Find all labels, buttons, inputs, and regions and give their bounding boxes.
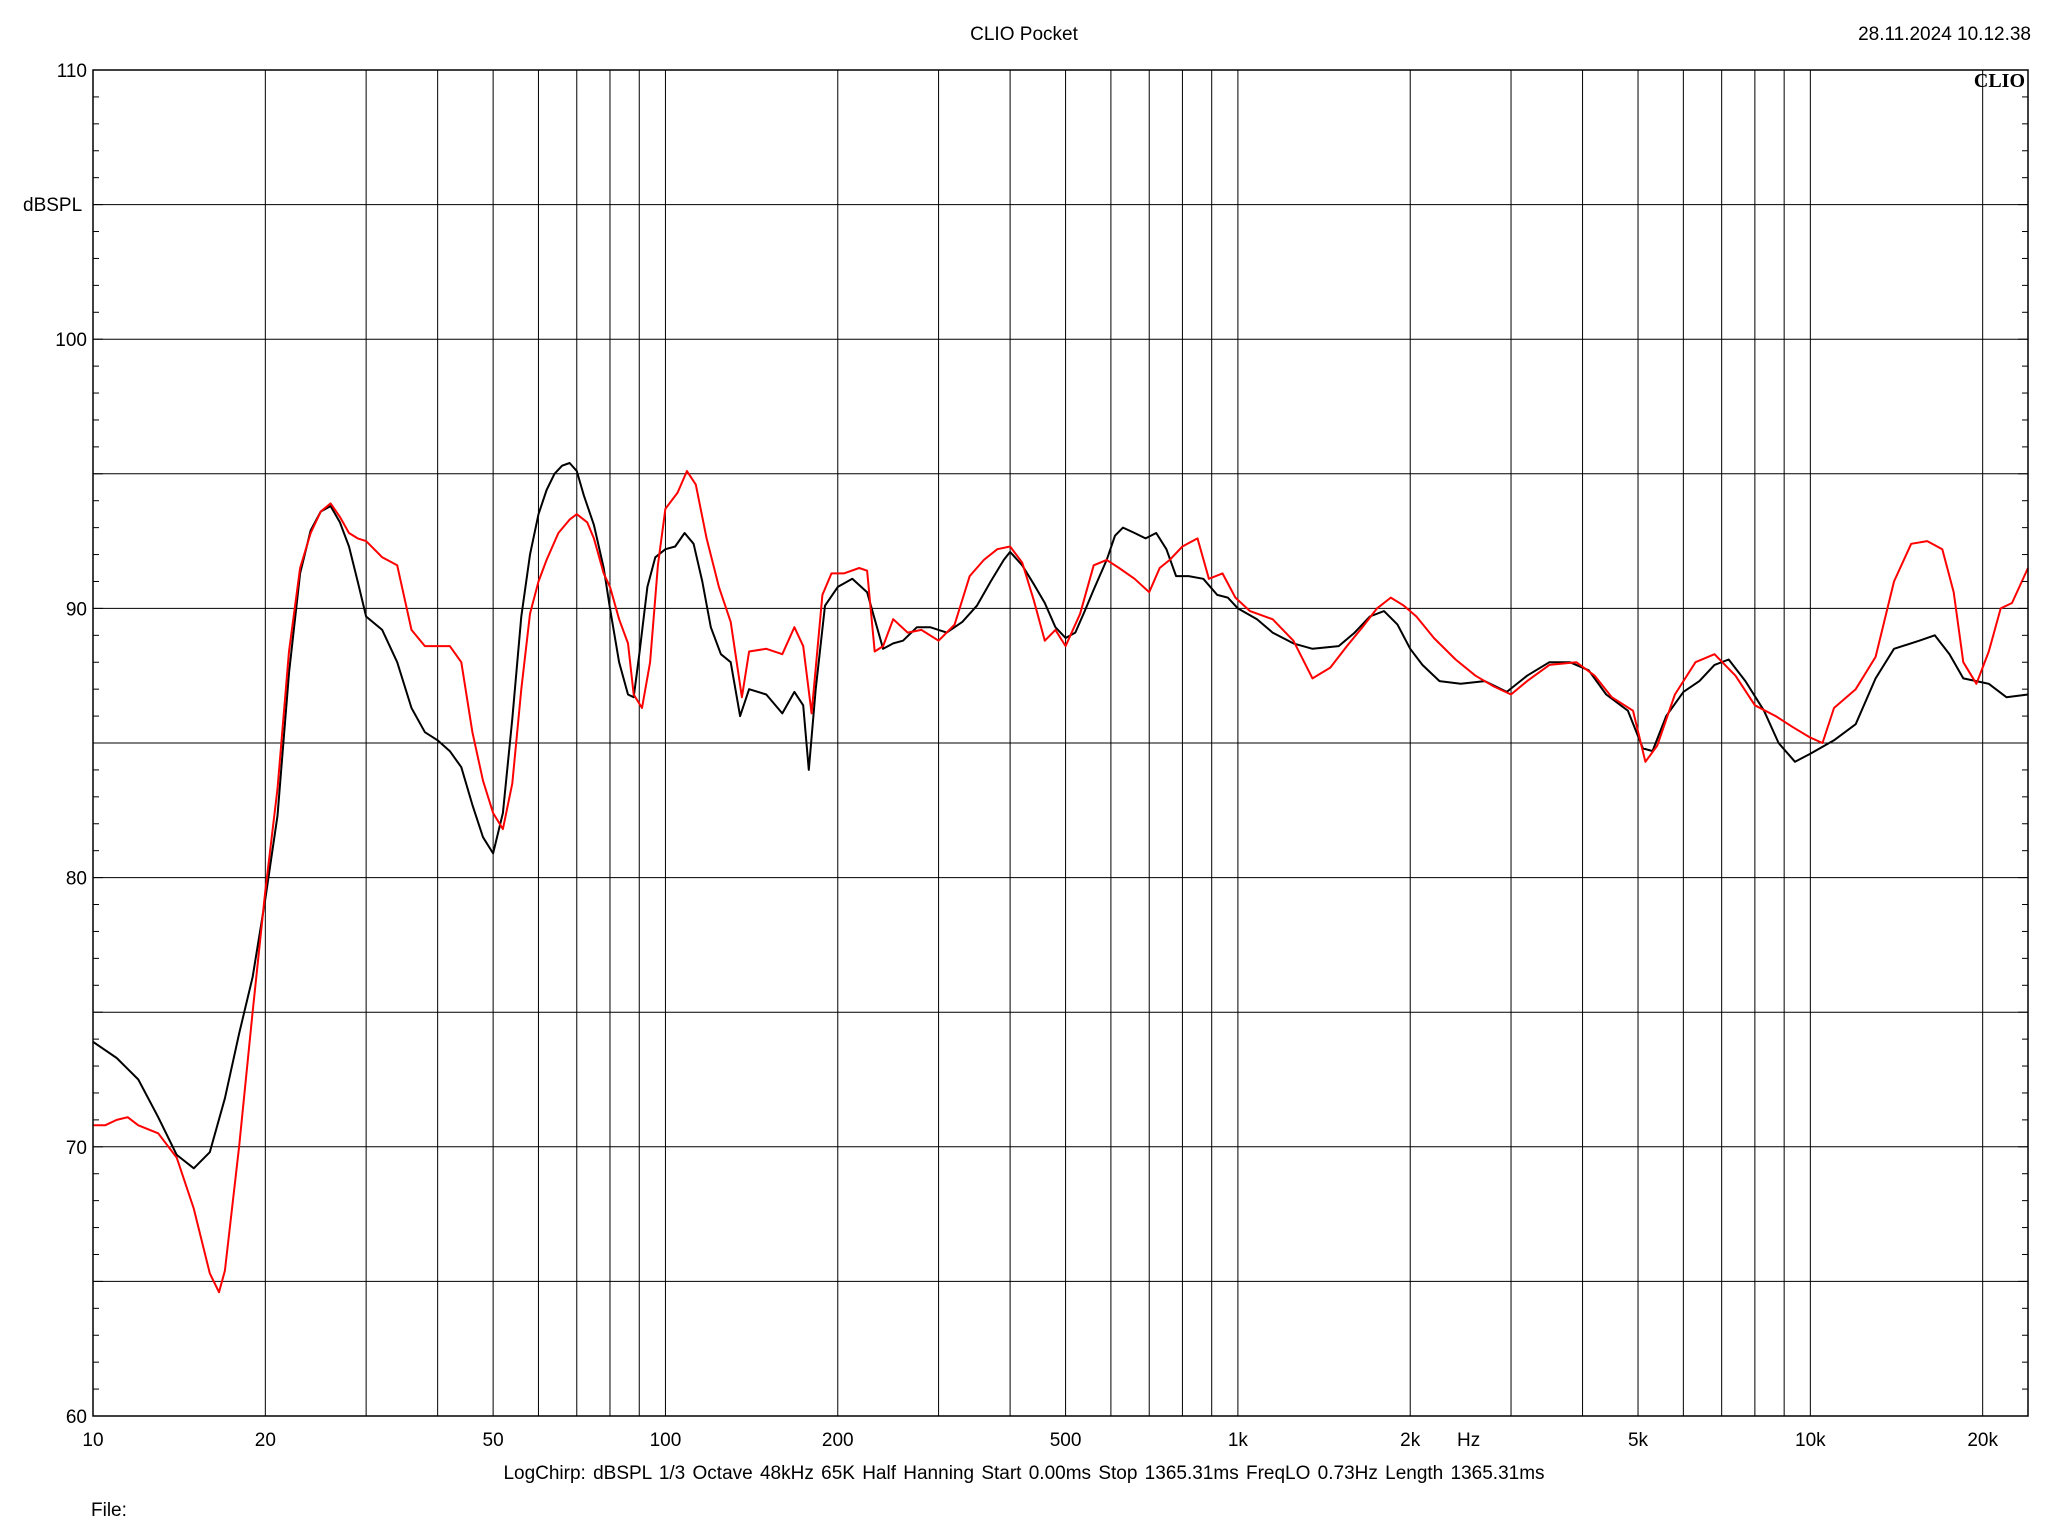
grid-lines (93, 69, 2028, 1417)
x-tick-labels: 10 20 50 100 200 500 1k 2k 5k 10k 20k (82, 1430, 1998, 1451)
x-tick-label: 5k (1628, 1430, 1649, 1451)
x-tick-label: 2k (1400, 1430, 1421, 1451)
y-tick-label: 110 (57, 61, 87, 82)
x-tick-label: 500 (1050, 1430, 1082, 1451)
y-tick-labels: 60 70 80 90 100 110 (55, 61, 87, 1428)
tick-marks (93, 69, 2028, 1417)
x-tick-label: 10 (82, 1430, 103, 1451)
y-tick-label: 90 (66, 599, 87, 620)
x-tick-label: 50 (483, 1430, 504, 1451)
chart-title: CLIO Pocket (970, 24, 1078, 45)
measurement-settings: LogChirp: dBSPL 1/3 Octave 48kHz 65K Hal… (503, 1463, 1545, 1484)
y-axis-label: dBSPL (23, 195, 83, 216)
x-axis-unit-label: Hz (1457, 1430, 1480, 1451)
x-tick-label: 1k (1228, 1430, 1249, 1451)
series-line-red (93, 470, 2029, 1294)
y-tick-label: 100 (55, 330, 87, 351)
x-tick-label: 20 (255, 1430, 276, 1451)
y-tick-label: 80 (66, 869, 87, 890)
series-line-black (92, 462, 2029, 1170)
x-tick-label: 100 (650, 1430, 682, 1451)
clio-logo: CLIO (1974, 70, 2025, 92)
series-layer (92, 462, 2029, 1294)
file-label: File: (91, 1500, 127, 1521)
x-tick-label: 10k (1795, 1430, 1826, 1451)
y-tick-label: 60 (66, 1407, 87, 1428)
x-tick-label: 20k (1967, 1430, 1998, 1451)
y-tick-label: 70 (66, 1138, 87, 1159)
x-tick-label: 200 (822, 1430, 854, 1451)
measurement-timestamp: 28.11.2024 10.12.38 (1858, 24, 2031, 45)
